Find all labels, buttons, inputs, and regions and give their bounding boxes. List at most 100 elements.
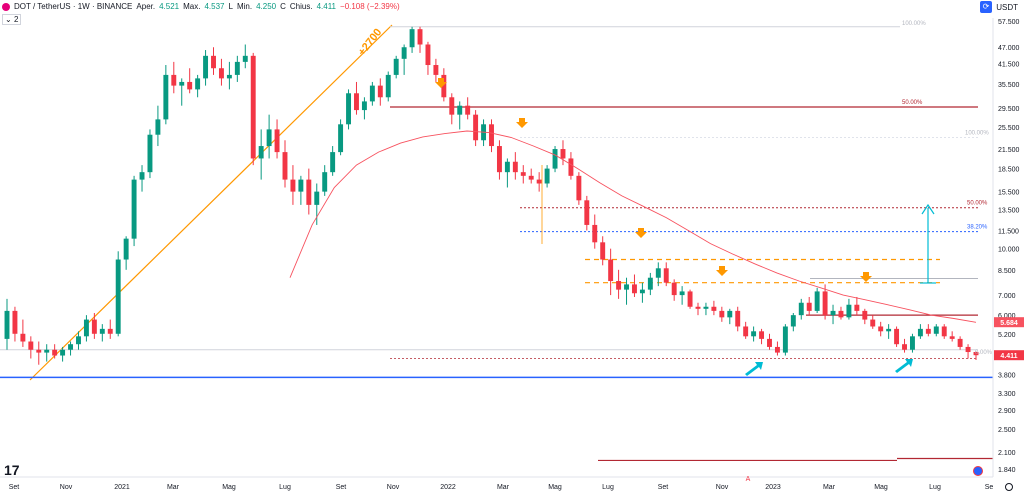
x-tick-label: Set bbox=[9, 484, 20, 491]
fib-level-label: 50.00% bbox=[902, 100, 923, 106]
candle-body bbox=[171, 74, 177, 86]
candle-body bbox=[195, 78, 201, 90]
candle-body bbox=[774, 346, 780, 353]
last-price-tag-bg bbox=[994, 350, 1024, 361]
candle-body bbox=[639, 289, 645, 294]
candle-body bbox=[759, 331, 765, 339]
up-right-arrow-icon bbox=[895, 359, 913, 373]
candle-body bbox=[52, 349, 58, 356]
candle-body bbox=[314, 191, 320, 205]
tradingview-logo-icon: 17 bbox=[4, 462, 20, 478]
settings-gear-icon bbox=[1005, 483, 1013, 491]
down-arrow-icon bbox=[516, 118, 528, 128]
candle-body bbox=[965, 346, 971, 353]
candle-body bbox=[608, 259, 614, 282]
candle-body bbox=[489, 124, 494, 147]
candle-body bbox=[735, 310, 741, 327]
candle-body bbox=[155, 119, 161, 135]
candle-body bbox=[973, 351, 979, 356]
symbol-legend: DOT / TetherUS · 1W · BINANCE Aper. 4.521… bbox=[2, 2, 400, 11]
axes-layer: 57.500 47.000 41.500 35.500 29.500 25.500 21.5… bbox=[0, 18, 1024, 491]
low-label: L bbox=[228, 2, 233, 11]
candle-body bbox=[822, 291, 828, 316]
symbol-logo-icon bbox=[2, 2, 10, 11]
candle-body bbox=[76, 336, 81, 345]
trend-line bbox=[29, 24, 393, 381]
candle-body bbox=[44, 349, 50, 353]
candle-body bbox=[719, 310, 725, 318]
candle-body bbox=[751, 331, 757, 337]
x-tick-label: Set bbox=[336, 484, 347, 491]
candle-body bbox=[441, 74, 447, 98]
candle-body bbox=[957, 338, 963, 347]
candle-body bbox=[671, 282, 677, 296]
ma-price-tag-bg bbox=[994, 317, 1024, 328]
moving-average-line bbox=[289, 130, 977, 323]
candle-body bbox=[552, 149, 558, 169]
sync-icon[interactable]: ⟳ bbox=[980, 1, 992, 13]
candle-body bbox=[663, 268, 669, 283]
candle-body bbox=[941, 326, 947, 337]
drawing-lines bbox=[0, 24, 993, 462]
candle-body bbox=[711, 306, 717, 311]
candle-body bbox=[624, 284, 629, 290]
candle-body bbox=[218, 68, 224, 79]
candle-body bbox=[830, 310, 836, 316]
candle-body bbox=[886, 328, 892, 332]
candle-body bbox=[433, 65, 439, 75]
y-tick-label: 47.000 bbox=[998, 45, 1020, 52]
candle-body bbox=[616, 281, 622, 290]
candle-body bbox=[354, 93, 359, 111]
candle-body bbox=[290, 179, 296, 192]
y-tick-label: 5.200 bbox=[998, 332, 1016, 339]
flag-us-icon bbox=[973, 466, 983, 476]
candle-body bbox=[385, 74, 391, 98]
candle-body bbox=[806, 302, 812, 311]
candle-body bbox=[949, 336, 955, 339]
candle-body bbox=[576, 175, 582, 201]
candle-body bbox=[203, 55, 209, 79]
candle-body bbox=[933, 326, 939, 334]
x-tick-label: Nov bbox=[387, 484, 400, 491]
candle-body bbox=[20, 333, 26, 342]
y-tick-label: 13.500 bbox=[998, 208, 1020, 215]
x-tick-label: 2022 bbox=[440, 484, 456, 491]
currency-label[interactable]: USDT bbox=[996, 3, 1018, 12]
candle-body bbox=[870, 319, 876, 327]
candle-body bbox=[449, 97, 455, 115]
candle-body bbox=[60, 349, 66, 356]
y-tick-label: 3.800 bbox=[998, 373, 1016, 380]
x-tick-label: Mar bbox=[167, 484, 180, 491]
annotations-layer: +2700 100.00% 50.00% 100.00% 50.00% 38.20% 0.0… bbox=[356, 21, 993, 483]
high-value: 4.537 bbox=[204, 2, 225, 11]
close-value: 4.411 bbox=[316, 2, 337, 11]
indicator-toggle[interactable]: ⌄ 2 bbox=[2, 14, 22, 25]
down-arrow-icon bbox=[435, 78, 447, 88]
candle-body bbox=[544, 168, 550, 184]
y-tick-label: 2.100 bbox=[998, 450, 1016, 457]
candles-layer bbox=[4, 26, 979, 365]
candle-body bbox=[377, 85, 383, 98]
candle-body bbox=[12, 310, 18, 334]
y-tick-label: 2.500 bbox=[998, 427, 1016, 434]
candle-body bbox=[894, 328, 900, 345]
y-tick-label: 8.500 bbox=[998, 268, 1016, 275]
candle-body bbox=[854, 304, 860, 311]
y-tick-label: 1.840 bbox=[998, 467, 1016, 474]
candle-body bbox=[592, 224, 598, 243]
x-tick-label: Set bbox=[658, 484, 669, 491]
candle-body bbox=[68, 344, 74, 350]
x-tick-label: 2023 bbox=[765, 484, 781, 491]
candle-body bbox=[369, 85, 375, 102]
candle-body bbox=[393, 58, 399, 75]
candle-body bbox=[520, 172, 526, 176]
down-arrow-icon bbox=[860, 272, 872, 282]
candle-body bbox=[878, 326, 884, 332]
fib-level-label: 50.00% bbox=[967, 201, 988, 207]
candle-body bbox=[417, 29, 423, 45]
candle-body bbox=[250, 55, 256, 159]
ma-price-tag: 5.684 bbox=[1000, 320, 1018, 327]
symbol-title[interactable]: DOT / TetherUS · 1W · BINANCE bbox=[14, 2, 133, 11]
candle-body bbox=[131, 179, 137, 239]
